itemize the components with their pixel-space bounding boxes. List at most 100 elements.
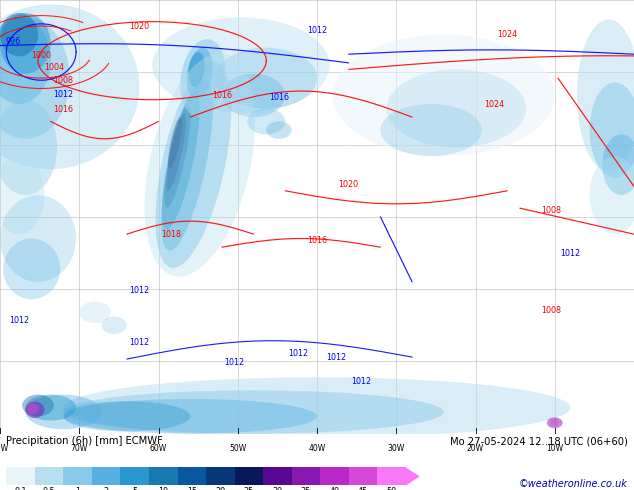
Bar (320, 467, 349, 486)
Bar (292, 467, 320, 486)
Text: 30W: 30W (387, 444, 405, 453)
Text: 80W: 80W (0, 444, 9, 453)
Ellipse shape (333, 35, 555, 156)
Ellipse shape (27, 403, 39, 415)
Text: 10W: 10W (546, 444, 564, 453)
Ellipse shape (101, 317, 127, 334)
Text: 1012: 1012 (129, 338, 150, 347)
Ellipse shape (550, 418, 559, 426)
Bar (35, 467, 63, 486)
Bar (6, 467, 35, 486)
Text: 1012: 1012 (224, 358, 245, 367)
Bar (206, 467, 235, 486)
Ellipse shape (63, 401, 190, 432)
Ellipse shape (0, 13, 51, 74)
Bar (149, 467, 178, 486)
Text: 1024: 1024 (484, 99, 505, 109)
Text: 60W: 60W (150, 444, 167, 453)
Text: 1016: 1016 (269, 93, 289, 102)
Bar (63, 467, 92, 486)
Ellipse shape (79, 301, 111, 323)
Ellipse shape (188, 52, 205, 87)
Text: 50W: 50W (229, 444, 247, 453)
Ellipse shape (380, 104, 482, 156)
Ellipse shape (0, 17, 70, 139)
Ellipse shape (164, 104, 191, 208)
Text: 25: 25 (243, 487, 254, 490)
Text: 1024: 1024 (497, 30, 517, 39)
Ellipse shape (0, 4, 139, 169)
Ellipse shape (155, 62, 231, 268)
Text: 40W: 40W (308, 444, 326, 453)
Ellipse shape (222, 74, 285, 117)
Bar (120, 467, 149, 486)
Ellipse shape (3, 239, 60, 299)
Ellipse shape (180, 39, 226, 117)
Text: 1000: 1000 (31, 50, 51, 60)
Text: 1012: 1012 (326, 353, 346, 362)
Ellipse shape (0, 195, 76, 282)
Ellipse shape (152, 17, 330, 113)
Bar (263, 467, 292, 486)
Ellipse shape (145, 53, 255, 276)
Text: 20: 20 (216, 487, 225, 490)
Text: 1018: 1018 (161, 230, 181, 239)
Ellipse shape (162, 92, 200, 229)
Text: 50: 50 (387, 487, 396, 490)
Ellipse shape (63, 399, 317, 434)
Text: 0.1: 0.1 (15, 487, 27, 490)
Text: 1012: 1012 (307, 26, 327, 35)
Text: 20W: 20W (467, 444, 484, 453)
Ellipse shape (63, 377, 571, 438)
Ellipse shape (216, 48, 317, 108)
Text: Mo 27-05-2024 12..18 UTC (06+60): Mo 27-05-2024 12..18 UTC (06+60) (450, 437, 628, 446)
Text: 1012: 1012 (288, 349, 308, 358)
Ellipse shape (266, 122, 292, 139)
Bar (178, 467, 206, 486)
Text: 1008: 1008 (541, 206, 562, 215)
Ellipse shape (547, 417, 563, 428)
Text: 15: 15 (187, 487, 197, 490)
Ellipse shape (0, 156, 44, 234)
Bar (92, 467, 120, 486)
Text: 1008: 1008 (541, 306, 562, 315)
Text: 1004: 1004 (44, 63, 64, 72)
Text: 30: 30 (273, 487, 282, 490)
Text: 1012: 1012 (351, 377, 372, 386)
Ellipse shape (167, 113, 186, 191)
Ellipse shape (25, 402, 44, 418)
Text: ©weatheronline.co.uk: ©weatheronline.co.uk (519, 479, 628, 489)
Text: 40: 40 (330, 487, 339, 490)
Text: 1016: 1016 (307, 236, 327, 245)
Ellipse shape (186, 48, 213, 99)
Text: 1008: 1008 (53, 76, 74, 85)
Text: 0.5: 0.5 (43, 487, 55, 490)
Bar (377, 467, 406, 486)
Text: 2: 2 (103, 487, 109, 490)
Text: 1012: 1012 (560, 249, 581, 258)
Ellipse shape (168, 117, 182, 169)
Text: 1020: 1020 (129, 22, 150, 30)
Text: 1016: 1016 (53, 105, 74, 114)
Bar (349, 467, 377, 486)
Text: 35: 35 (301, 487, 311, 490)
Ellipse shape (0, 17, 51, 104)
Ellipse shape (25, 394, 101, 429)
Text: 10: 10 (158, 487, 168, 490)
Ellipse shape (25, 394, 76, 420)
Ellipse shape (161, 79, 213, 251)
Ellipse shape (22, 394, 54, 416)
Text: 5: 5 (132, 487, 138, 490)
Text: 70W: 70W (70, 444, 88, 453)
Polygon shape (406, 467, 420, 486)
Bar (235, 467, 263, 486)
Text: 1012: 1012 (9, 317, 29, 325)
Text: 1012: 1012 (53, 90, 74, 99)
Text: Precipitation (6h) [mm] ECMWF: Precipitation (6h) [mm] ECMWF (6, 437, 163, 446)
Ellipse shape (590, 82, 634, 178)
Text: 1020: 1020 (339, 180, 359, 189)
Text: 1: 1 (75, 487, 80, 490)
Ellipse shape (247, 108, 285, 134)
Text: 45: 45 (358, 487, 368, 490)
Ellipse shape (0, 13, 38, 56)
